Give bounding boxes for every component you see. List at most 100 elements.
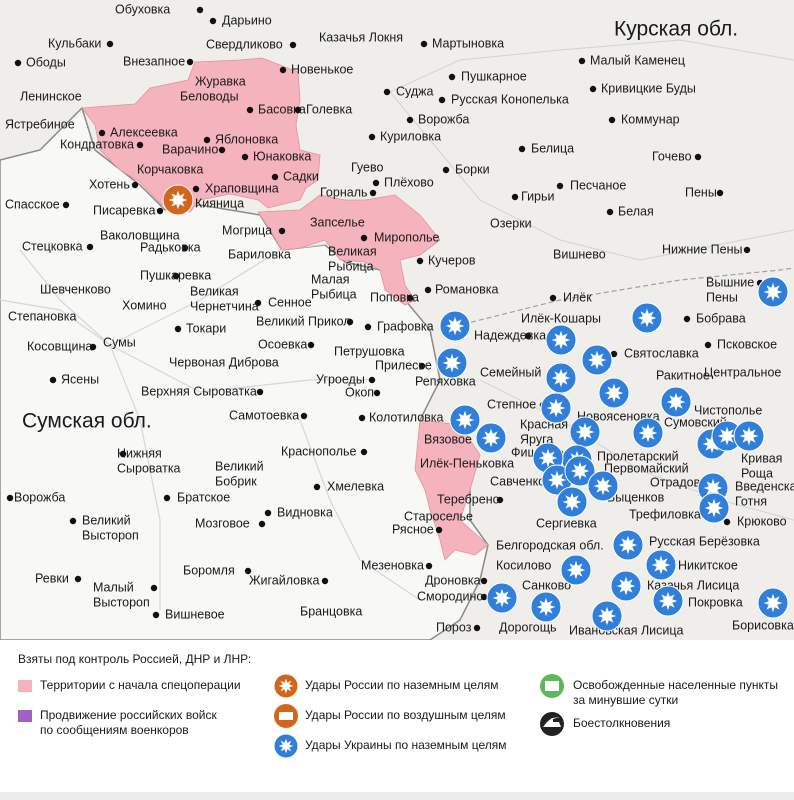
- place-dot: [373, 389, 381, 397]
- place-dot: [218, 146, 226, 154]
- place-label: Великий Прикол: [256, 314, 351, 328]
- place-dot: [313, 483, 321, 491]
- place-label: Осоевка: [258, 337, 307, 351]
- place-dot: [246, 106, 254, 114]
- place-dot: [89, 343, 97, 351]
- icon-burst: [666, 392, 686, 412]
- roads: [0, 39, 794, 610]
- icon-burst: [492, 588, 512, 608]
- region-border: [439, 267, 794, 331]
- icon-burst: [481, 428, 501, 448]
- place-label: Обуховка: [115, 2, 170, 16]
- place-label: Белая: [618, 204, 654, 218]
- place-dot: [364, 323, 372, 331]
- place-label: Ивановская Лисица: [569, 623, 684, 637]
- icon-burst: [604, 383, 624, 403]
- place-dot: [150, 584, 158, 592]
- place-label: Ворожба: [14, 490, 65, 504]
- place-label: Графовка: [377, 319, 434, 333]
- place-label: Храповщина: [205, 181, 279, 195]
- place-label: Верхняя Сыроватка: [141, 384, 257, 398]
- place-dot: [6, 494, 14, 502]
- place-label: Мартыновка: [432, 36, 504, 50]
- icon-burst: [445, 316, 465, 336]
- icon-burst: [658, 591, 678, 611]
- place-label: Коммунар: [621, 112, 680, 126]
- place-dot: [300, 412, 308, 420]
- place-label: Горналь: [320, 185, 368, 199]
- legend-label: Удары России по воздушным целям: [305, 708, 506, 722]
- place-dot: [420, 40, 428, 48]
- legend-label: Удары России по наземным целям: [305, 678, 498, 692]
- icon-burst: [566, 560, 586, 580]
- place-dot: [62, 201, 70, 209]
- place-dot: [524, 332, 532, 340]
- place-label: Ракитное: [656, 368, 710, 382]
- controlled-territory: [81, 57, 489, 561]
- place-dot: [518, 145, 526, 153]
- place-label: Введенская: [735, 479, 794, 493]
- place-label: Ревки: [35, 571, 69, 585]
- place-label: Чистополье: [694, 403, 762, 417]
- place-label: Русская Берёзовка: [649, 534, 760, 548]
- icon-burst: [637, 308, 657, 328]
- place-dot: [172, 272, 180, 280]
- place-dot: [368, 376, 376, 384]
- place-label: Пороз: [436, 620, 472, 634]
- place-dot: [186, 58, 194, 66]
- legend-label: Освобожденные населенные пункты: [573, 678, 778, 692]
- icon-burst: [616, 576, 636, 596]
- place-label: Мезеновка: [361, 558, 424, 572]
- icon-burst: [551, 368, 571, 388]
- place-dot: [406, 116, 414, 124]
- place-dot: [406, 294, 414, 302]
- place-dot: [424, 286, 432, 294]
- place-label: Пролетарский: [597, 449, 679, 463]
- place-label: Рыбица: [311, 287, 357, 301]
- place-label: Юнаковка: [253, 149, 311, 163]
- place-label: Боромля: [183, 563, 235, 577]
- footer-band: [0, 792, 794, 800]
- place-label: Поповка: [370, 290, 419, 304]
- place-label: Бариловка: [228, 247, 291, 261]
- place-label: Нижняя: [117, 446, 162, 460]
- icon-burst: [547, 470, 567, 490]
- place-dot: [49, 376, 57, 384]
- place-dot: [264, 509, 272, 517]
- place-label: Смородино: [417, 589, 483, 603]
- place-label: Выстороп: [82, 528, 139, 542]
- place-label: Бобрик: [215, 474, 257, 488]
- place-dot: [278, 227, 286, 235]
- place-label: Пушкарное: [461, 69, 527, 83]
- place-dot: [136, 141, 144, 149]
- place-dot: [174, 325, 182, 333]
- place-dot: [279, 66, 287, 74]
- place-dot: [578, 57, 586, 65]
- legend-swatch: [18, 680, 32, 692]
- place-dot: [425, 562, 433, 570]
- place-label: Могрица: [222, 223, 272, 237]
- place-label: Степановка: [8, 309, 77, 323]
- place-dot: [106, 40, 114, 48]
- icon-plane: [279, 712, 293, 720]
- place-label: Краснополье: [281, 444, 357, 458]
- place-label: Угроеды: [316, 372, 365, 386]
- place-label: Надеждевка: [474, 328, 546, 342]
- place-label: Борки: [455, 162, 490, 176]
- place-label: Малый: [93, 580, 134, 594]
- legend-label: по сообщениям военкоров: [40, 723, 189, 737]
- place-dot: [321, 577, 329, 585]
- place-label: Степное: [487, 397, 536, 411]
- place-dot: [511, 193, 519, 201]
- place-dot: [244, 567, 252, 575]
- place-label: Басовка: [258, 102, 306, 116]
- places: Обуховка Дарьино Кульбаки Свердликово Казачь…: [5, 2, 794, 637]
- place-label: Спасское: [5, 197, 60, 211]
- place-dot: [694, 153, 702, 161]
- place-label: Видновка: [277, 505, 333, 519]
- place-label: Кучеров: [428, 253, 476, 267]
- place-label: Борисовка: [732, 618, 794, 632]
- place-label: Рясное: [392, 522, 434, 536]
- place-dot: [258, 520, 266, 528]
- place-label: Великий: [82, 513, 131, 527]
